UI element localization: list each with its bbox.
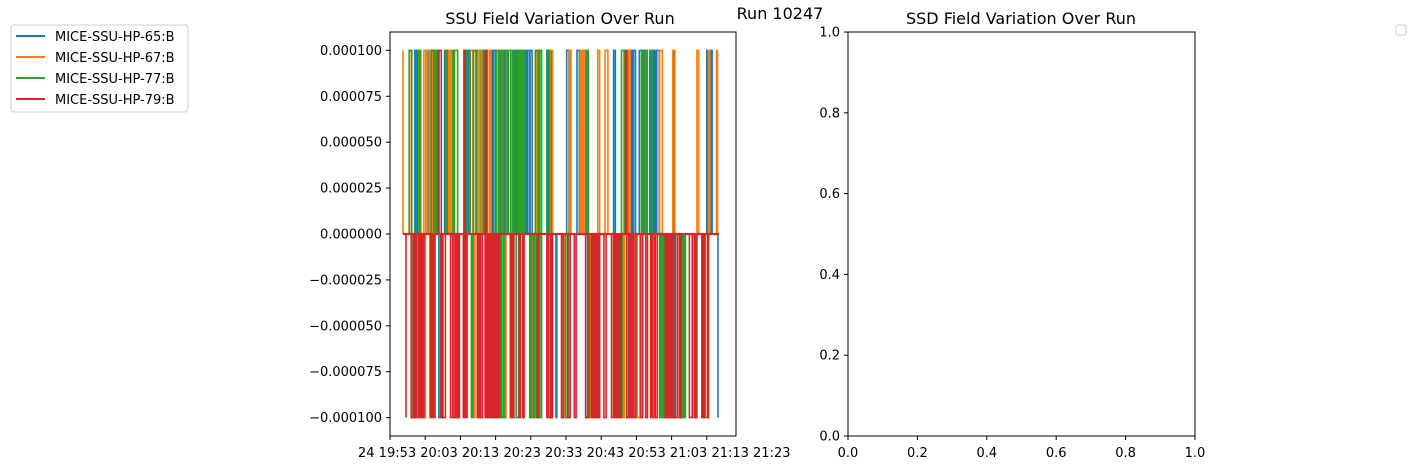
- ssu-chart-title: SSU Field Variation Over Run: [445, 9, 674, 28]
- y-tick-label: 0.000050: [320, 136, 382, 151]
- y-tick-label: 0.000075: [320, 90, 382, 105]
- ssu-x-tick-labels: 24 19:53 20:03 20:13 20:23 20:33 20:43 2…: [358, 446, 791, 461]
- legend-label: MICE-SSU-HP-65:B: [55, 30, 175, 45]
- legend-label: MICE-SSU-HP-67:B: [55, 51, 175, 66]
- ssd-plot-frame: [847, 31, 1196, 437]
- legend-label: MICE-SSU-HP-79:B: [55, 93, 175, 108]
- y-tick-label: −0.000025: [309, 273, 382, 288]
- x-tick-label: 0.0: [838, 446, 859, 461]
- y-tick-label: 0.000100: [320, 44, 382, 59]
- ssd-x-axis: 0.0 0.2 0.4 0.6 0.8 1.0: [838, 436, 1206, 461]
- ssu-y-axis: 0.000100 0.000075 0.000050 0.000025 0.000000…: [309, 44, 390, 426]
- y-tick-label: 0.000025: [320, 182, 382, 197]
- legend-label: MICE-SSU-HP-77:B: [55, 72, 175, 87]
- y-tick-label: −0.000050: [309, 319, 382, 334]
- y-tick-label: 0.4: [819, 268, 840, 283]
- y-tick-label: 0.8: [819, 106, 840, 121]
- y-tick-label: −0.000075: [309, 365, 382, 380]
- ssd-y-axis: 0.0 0.2 0.4 0.6 0.8 1.0: [819, 26, 848, 445]
- ssu-legend-frame: [10, 24, 189, 113]
- figure-suptitle: Run 10247: [737, 4, 824, 23]
- x-tick-label: 1.0: [1185, 446, 1206, 461]
- series-trace-down: [403, 233, 719, 419]
- ssu-chart: SSU Field Variation Over Run 0.0001000.0…: [309, 9, 790, 461]
- x-tick-label: 0.4: [976, 446, 997, 461]
- y-tick-label: 1.0: [819, 26, 840, 41]
- y-tick-label: 0.000000: [320, 228, 382, 243]
- ssu-x-axis: [389, 436, 708, 440]
- x-tick-label: 0.6: [1046, 446, 1067, 461]
- ssu-traces: [402, 49, 719, 419]
- y-tick-label: 0.6: [819, 187, 840, 202]
- ssu-legend: MICE-SSU-HP-65:B MICE-SSU-HP-67:B MICE-SSU…: [10, 24, 189, 113]
- x-tick-label: 0.8: [1115, 446, 1136, 461]
- series-trace-up: [403, 49, 719, 235]
- ssd-chart: SSD Field Variation Over Run 0.00.20.40.…: [819, 9, 1205, 461]
- y-tick-label: 0.2: [819, 349, 840, 364]
- y-tick-label: 0.0: [819, 430, 840, 445]
- x-tick-label: 0.2: [907, 446, 928, 461]
- ssd-legend-empty: [1395, 24, 1407, 36]
- y-tick-label: −0.000100: [309, 411, 382, 426]
- ssd-chart-title: SSD Field Variation Over Run: [906, 9, 1136, 28]
